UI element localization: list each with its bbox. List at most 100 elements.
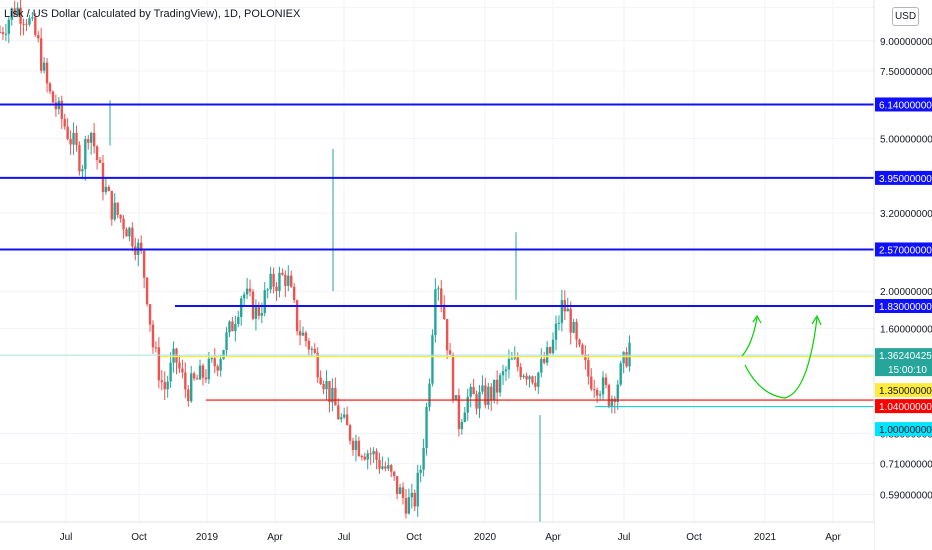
y-tick-label: 9.00000000: [880, 37, 932, 48]
x-tick-label: Oct: [686, 532, 702, 543]
x-tick-label: Jul: [618, 532, 631, 543]
yellow-level-tag-bg: [875, 383, 932, 398]
candle-body: [595, 389, 599, 396]
projection-curve: [744, 317, 818, 399]
candle-body: [166, 381, 169, 390]
candle-body: [248, 288, 252, 292]
candles-group: [0, 0, 631, 519]
candle-body: [434, 289, 437, 336]
candle-body: [104, 186, 108, 193]
candle-body: [501, 371, 505, 376]
candle-body: [481, 385, 484, 392]
support-red-tag-bg: [875, 399, 932, 414]
candle-body: [78, 145, 81, 172]
candle-body: [175, 348, 178, 363]
candle-body: [572, 321, 575, 333]
resistance-price-tag-bg: [875, 298, 932, 313]
candle-body: [319, 377, 322, 384]
candle-body: [507, 359, 511, 370]
candle-body: [87, 139, 90, 143]
candle-body: [331, 387, 334, 403]
candle-body: [98, 160, 102, 163]
candle-body: [122, 218, 125, 230]
candle-body: [225, 332, 228, 351]
resistance-price-tag-bg: [875, 242, 932, 257]
candle-body: [316, 352, 319, 378]
candle-body: [107, 186, 111, 191]
x-tick-label: Oct: [131, 532, 147, 543]
candle-body: [245, 288, 249, 295]
candle-body: [301, 332, 305, 336]
candle-body: [593, 389, 596, 391]
candle-body: [554, 323, 558, 340]
candle-body: [440, 288, 443, 305]
candle-body: [60, 100, 63, 119]
candle-body: [354, 440, 358, 450]
candle-body: [398, 487, 402, 494]
candle-body: [10, 8, 13, 20]
candle-body: [310, 348, 314, 350]
candle-body: [295, 300, 299, 332]
candle-body: [89, 132, 93, 143]
candle-body: [172, 348, 175, 363]
candle-body: [287, 275, 290, 286]
candle-body: [4, 33, 8, 35]
candle-body: [525, 375, 528, 380]
candle-body: [416, 472, 419, 507]
candle-body: [119, 214, 122, 219]
candle-body: [28, 18, 31, 25]
candle-body: [457, 395, 461, 430]
candle-body: [134, 246, 137, 255]
candle-body: [190, 373, 193, 402]
candle-body: [372, 451, 375, 455]
candle-body: [25, 23, 28, 25]
candle-body: [284, 274, 287, 286]
candle-body: [231, 321, 234, 332]
candle-body: [113, 202, 116, 220]
candle-body: [504, 369, 508, 372]
y-tick-label: 0.59000000: [880, 490, 932, 501]
candle-body: [607, 384, 611, 407]
candle-body: [7, 19, 11, 34]
projection-arrow-up: [741, 317, 758, 357]
candle-body: [198, 365, 202, 380]
candle-body: [322, 383, 325, 390]
candle-body: [337, 405, 340, 420]
candle-body: [519, 366, 522, 378]
candle-body: [484, 385, 487, 405]
candle-body: [404, 497, 408, 514]
candle-body: [75, 132, 78, 146]
resistance-price-tag: 1.83000000: [879, 302, 932, 313]
candle-body: [590, 376, 593, 390]
candle-body: [342, 414, 346, 418]
candle-body: [378, 459, 381, 469]
candle-body: [228, 321, 231, 333]
candle-body: [540, 359, 543, 373]
candle-body: [537, 372, 540, 387]
candle-body: [304, 332, 308, 341]
candle-body: [381, 466, 384, 469]
candle-body: [328, 381, 331, 403]
candle-body: [131, 227, 134, 247]
candle-body: [387, 465, 390, 469]
candle-body: [42, 62, 46, 71]
candle-body: [375, 451, 378, 460]
current-price-tag-bg: [875, 348, 932, 377]
candle-body: [431, 335, 434, 384]
candle-body: [66, 126, 69, 139]
candle-body: [72, 132, 75, 145]
candle-body: [148, 304, 152, 325]
currency-button[interactable]: USD: [892, 7, 919, 26]
candle-body: [369, 453, 372, 455]
candle-body: [266, 289, 269, 291]
candle-body: [240, 298, 243, 318]
candle-body: [493, 379, 496, 400]
current-price-tag: 1.36240425: [879, 351, 932, 362]
candle-body: [213, 358, 216, 367]
candle-body: [219, 359, 222, 371]
candle-body: [442, 304, 446, 320]
arrow-head-icon: [811, 314, 822, 326]
candle-body: [490, 386, 493, 400]
candle-body: [257, 305, 261, 316]
